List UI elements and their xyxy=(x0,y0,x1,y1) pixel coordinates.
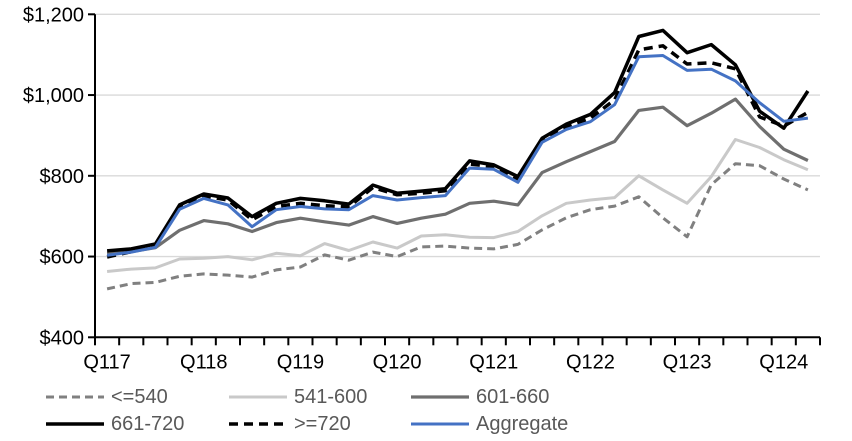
x-axis-label-Q120: Q120 xyxy=(373,351,422,373)
y-axis-label: $1,200 xyxy=(23,4,84,26)
series-line-661-720 xyxy=(106,28,810,253)
x-axis-label-Q121: Q121 xyxy=(469,351,518,373)
x-axis-label-Q118: Q118 xyxy=(180,351,227,373)
series-line-gte-720 xyxy=(106,44,809,259)
x-axis-label-Q117: Q117 xyxy=(83,351,130,373)
y-axis-label: $800 xyxy=(40,166,85,188)
y-axis-label: $400 xyxy=(40,327,85,349)
x-axis-label-Q119: Q119 xyxy=(277,351,324,373)
series-line-aggregate xyxy=(106,54,809,257)
series-line-541-600 xyxy=(106,138,809,273)
x-axis-label-Q124: Q124 xyxy=(759,351,808,373)
x-axis-label-Q123: Q123 xyxy=(663,351,712,373)
y-axis-label: $1,000 xyxy=(23,85,84,107)
series-line-601-660 xyxy=(106,97,809,256)
y-axis-label: $600 xyxy=(40,247,85,269)
series-line-lte-540 xyxy=(106,162,809,291)
x-axis-label-Q122: Q122 xyxy=(566,351,615,373)
